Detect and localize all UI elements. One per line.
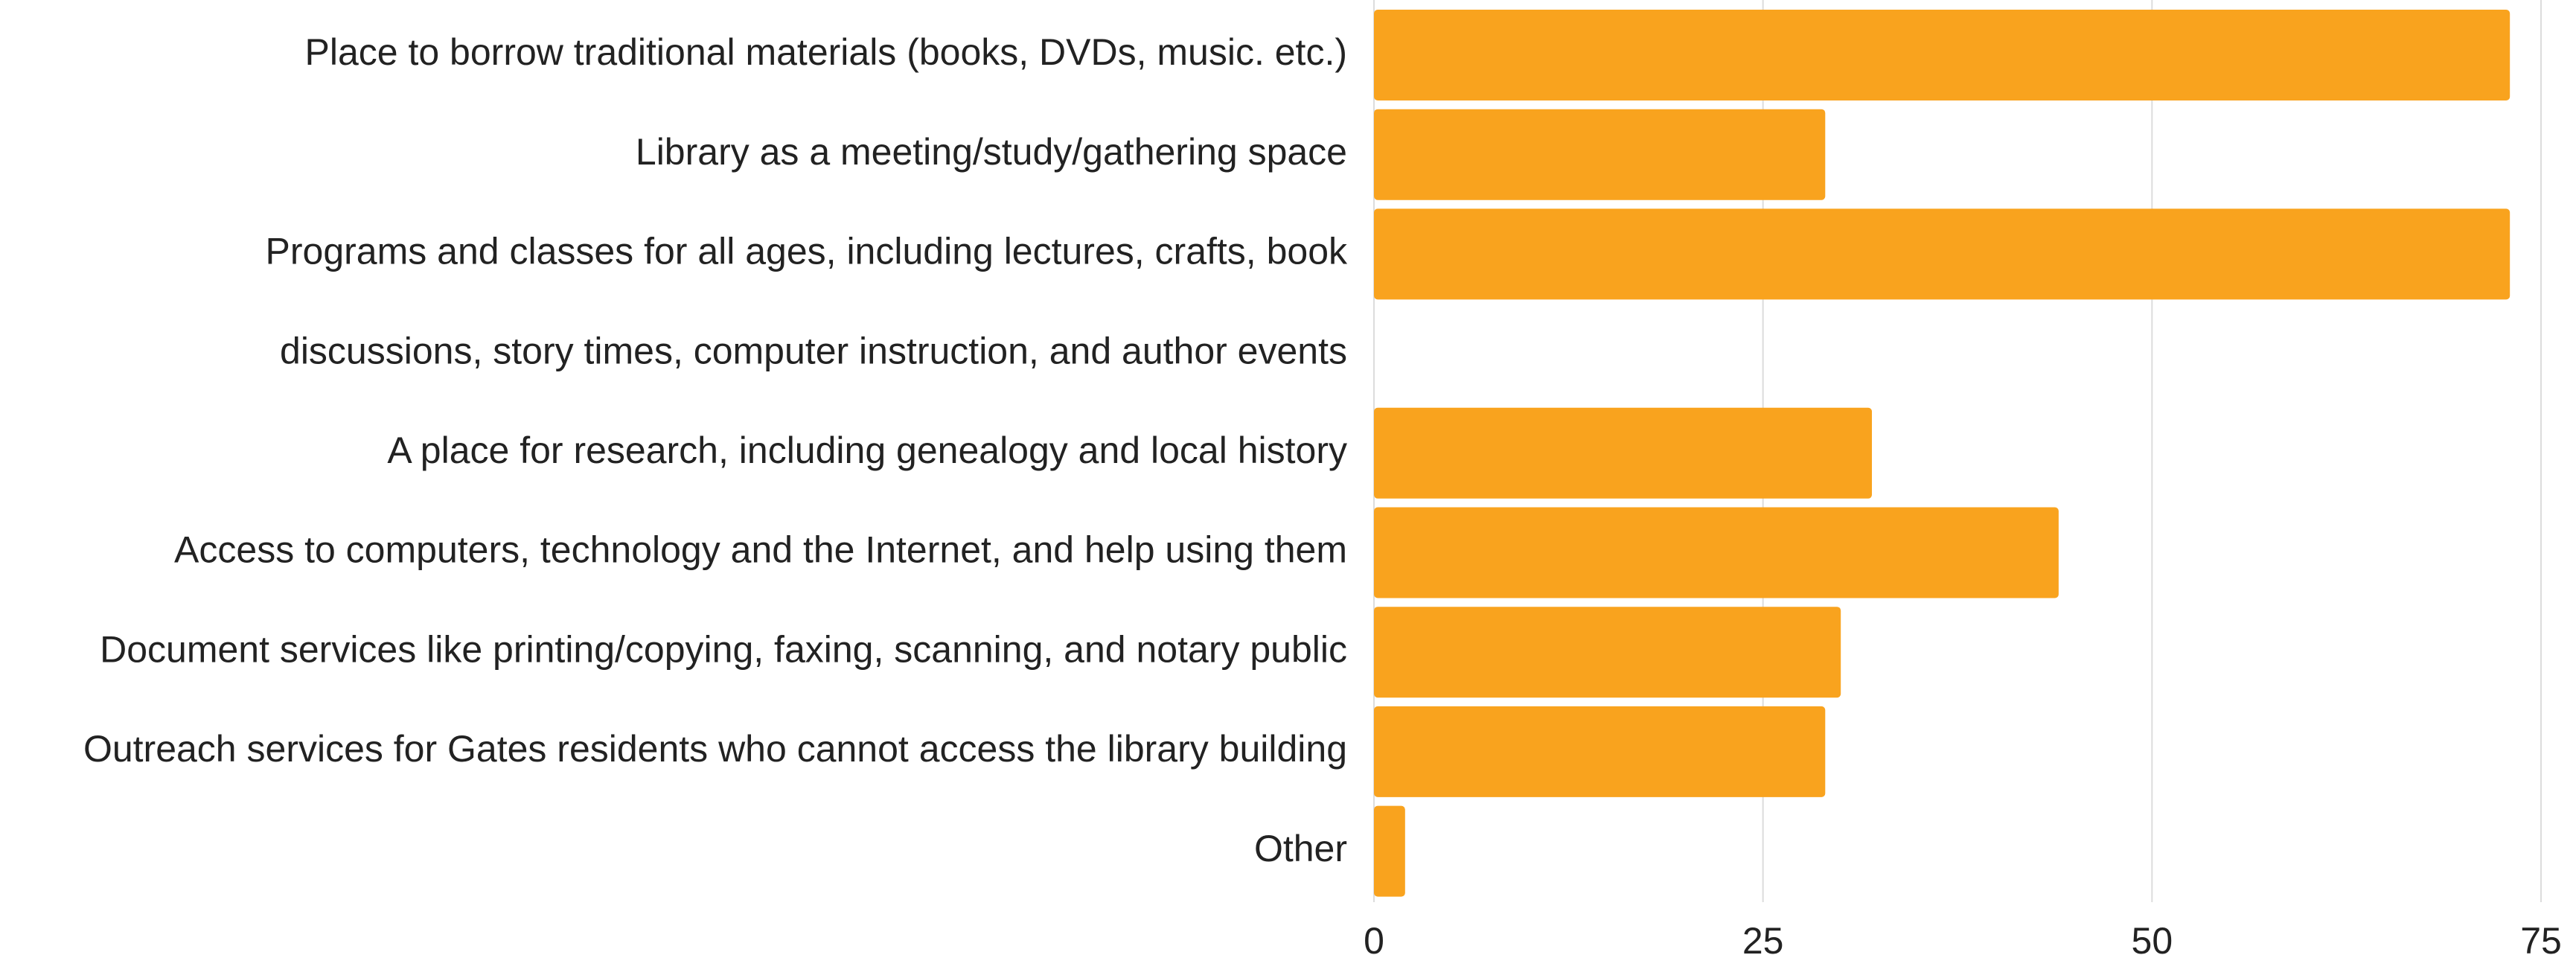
y-tick-label: Place to borrow traditional materials (b… bbox=[305, 31, 1348, 73]
x-tick-label: 25 bbox=[1742, 920, 1784, 955]
x-tick-label: 0 bbox=[1364, 920, 1384, 955]
bar bbox=[1374, 706, 1826, 797]
bar bbox=[1374, 109, 1826, 200]
y-tick-label: Other bbox=[1254, 828, 1347, 869]
y-tick-label: Document services like printing/copying,… bbox=[100, 628, 1347, 670]
bar bbox=[1374, 507, 2059, 598]
y-tick-label: A place for research, including genealog… bbox=[387, 429, 1347, 471]
bar bbox=[1374, 208, 2511, 300]
x-tick-label: 50 bbox=[2132, 920, 2173, 955]
bar bbox=[1374, 805, 1405, 897]
bar bbox=[1374, 10, 2511, 100]
bar bbox=[1374, 407, 1873, 499]
y-tick-label: Programs and classes for all ages, inclu… bbox=[266, 231, 1348, 272]
x-tick-label: 75 bbox=[2520, 920, 2562, 955]
y-tick-label: discussions, story times, computer instr… bbox=[280, 330, 1347, 371]
bar bbox=[1374, 607, 1841, 698]
y-tick-label: Library as a meeting/study/gathering spa… bbox=[636, 131, 1347, 173]
y-tick-label: Outreach services for Gates residents wh… bbox=[83, 728, 1347, 770]
y-tick-label: Access to computers, technology and the … bbox=[174, 529, 1347, 571]
